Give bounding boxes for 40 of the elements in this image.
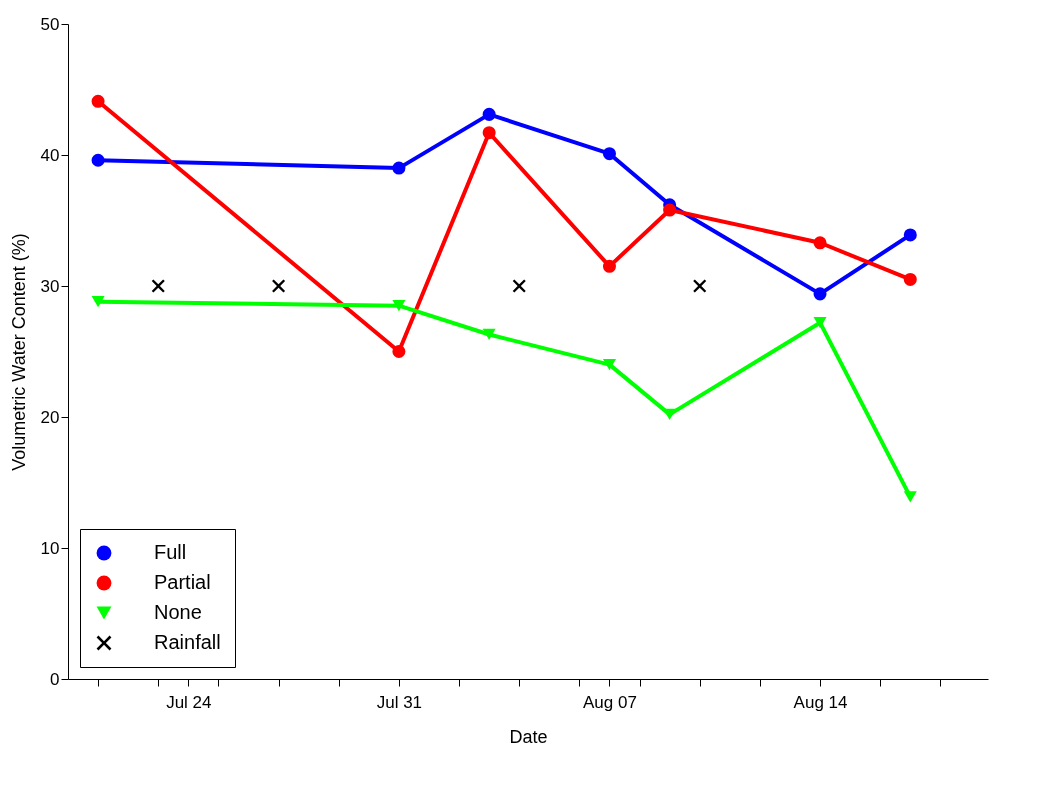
y-tick-label: 50 <box>40 14 60 34</box>
point <box>903 228 917 242</box>
point <box>272 279 286 293</box>
point <box>482 126 496 140</box>
point <box>91 153 105 167</box>
x-tick-label: Jul 31 <box>376 692 423 712</box>
x-tick-label: Aug 14 <box>793 692 848 712</box>
point <box>813 317 827 329</box>
x-tick-label: Aug 07 <box>583 692 637 712</box>
point <box>813 287 827 301</box>
legend-label: Full <box>154 541 187 563</box>
point <box>663 203 677 217</box>
point <box>392 161 406 175</box>
y-tick-label: 30 <box>40 276 60 296</box>
point <box>482 107 496 121</box>
point <box>392 300 406 312</box>
x-tick-label: Jul 24 <box>166 692 212 712</box>
point <box>512 279 526 293</box>
legend-label: None <box>154 601 202 623</box>
point <box>813 236 827 250</box>
y-tick-label: 10 <box>40 538 60 558</box>
point <box>602 259 616 273</box>
y-tick-label: 40 <box>40 145 60 165</box>
point <box>903 272 917 286</box>
point <box>91 94 105 108</box>
point <box>392 344 406 359</box>
point <box>602 358 616 371</box>
point <box>151 279 165 293</box>
y-tick-label: 0 <box>50 669 60 689</box>
y-axis-title: Volumetric Water Content (%) <box>8 233 29 471</box>
point <box>482 328 496 341</box>
legend-label: Rainfall <box>154 631 221 653</box>
point <box>693 279 707 293</box>
point <box>903 491 917 503</box>
point <box>602 147 616 161</box>
point <box>663 408 677 421</box>
legend-label: Partial <box>154 571 211 593</box>
x-axis-title: Date <box>509 726 548 747</box>
y-tick-label: 20 <box>40 407 60 427</box>
point <box>91 296 105 308</box>
